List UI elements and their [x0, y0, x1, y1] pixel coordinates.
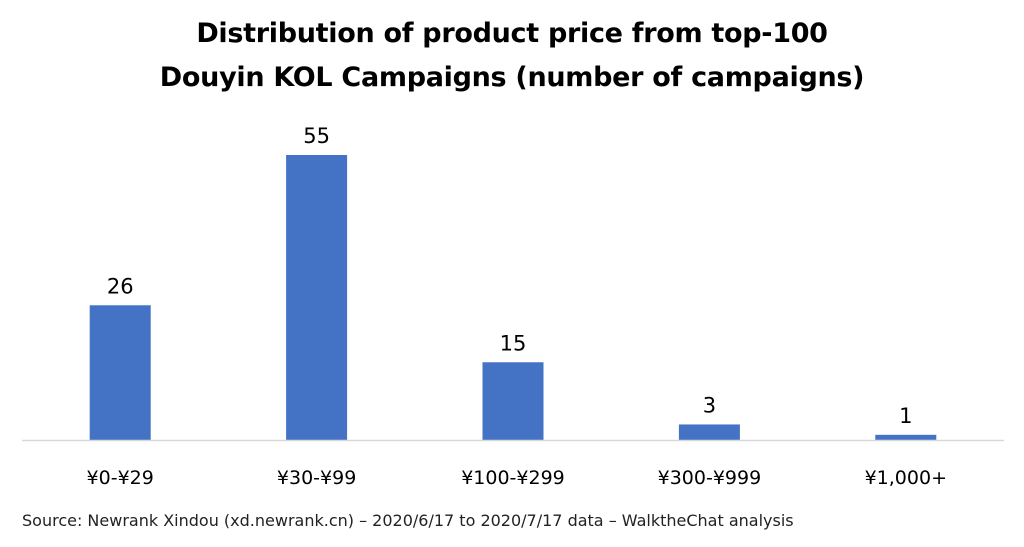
category-label-1: ¥30-¥99 — [277, 467, 356, 489]
bar-3 — [678, 424, 740, 440]
value-label-0: 26 — [107, 274, 134, 298]
value-label-4: 1 — [899, 404, 912, 428]
chart-title-line-1: Distribution of product price from top-1… — [196, 18, 828, 49]
chart-title-line-2: Douyin KOL Campaigns (number of campaign… — [159, 62, 865, 93]
bars-group — [89, 155, 937, 440]
value-labels-group: 26 55 15 3 1 — [107, 124, 913, 428]
value-label-2: 15 — [500, 331, 527, 355]
value-label-1: 55 — [303, 124, 330, 148]
category-label-0: ¥0-¥29 — [87, 467, 154, 489]
chart-title: Distribution of product price from top-1… — [0, 12, 1024, 100]
bar-1 — [286, 155, 348, 440]
bar-4 — [875, 434, 937, 440]
category-label-2: ¥100-¥299 — [461, 467, 565, 489]
category-labels-group: ¥0-¥29 ¥30-¥99 ¥100-¥299 ¥300-¥999 ¥1,000+ — [87, 467, 947, 489]
value-label-3: 3 — [703, 393, 716, 417]
bar-0 — [89, 305, 151, 440]
bar-2 — [482, 362, 544, 440]
source-note: Source: Newrank Xindou (xd.newrank.cn) –… — [22, 511, 794, 530]
category-label-3: ¥300-¥999 — [658, 467, 762, 489]
category-label-4: ¥1,000+ — [865, 467, 947, 489]
